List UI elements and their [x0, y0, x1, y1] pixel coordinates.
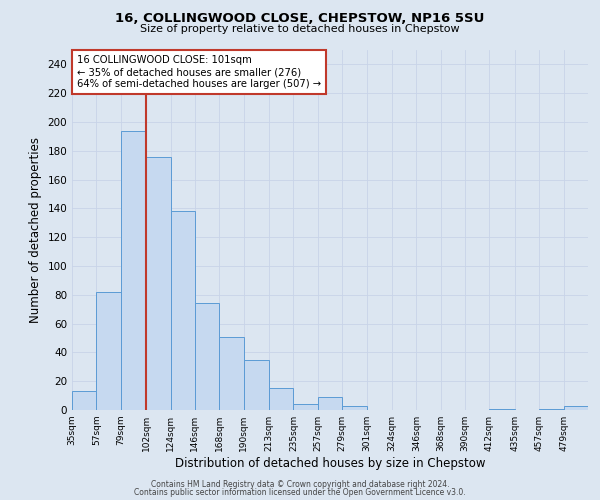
Y-axis label: Number of detached properties: Number of detached properties: [29, 137, 42, 323]
Text: 16 COLLINGWOOD CLOSE: 101sqm
← 35% of detached houses are smaller (276)
64% of s: 16 COLLINGWOOD CLOSE: 101sqm ← 35% of de…: [77, 56, 321, 88]
Bar: [269, 388, 293, 410]
X-axis label: Distribution of detached houses by size in Chepstow: Distribution of detached houses by size …: [175, 457, 485, 470]
Text: Contains HM Land Registry data © Crown copyright and database right 2024.: Contains HM Land Registry data © Crown c…: [151, 480, 449, 489]
Bar: [318, 397, 342, 410]
Bar: [490, 408, 515, 410]
Text: Size of property relative to detached houses in Chepstow: Size of property relative to detached ho…: [140, 24, 460, 34]
Bar: [195, 304, 219, 410]
Bar: [244, 360, 269, 410]
Bar: [563, 406, 588, 410]
Bar: [293, 404, 318, 410]
Bar: [342, 406, 367, 410]
Bar: [219, 336, 244, 410]
Text: 16, COLLINGWOOD CLOSE, CHEPSTOW, NP16 5SU: 16, COLLINGWOOD CLOSE, CHEPSTOW, NP16 5S…: [115, 12, 485, 24]
Text: Contains public sector information licensed under the Open Government Licence v3: Contains public sector information licen…: [134, 488, 466, 497]
Bar: [121, 130, 146, 410]
Bar: [146, 156, 170, 410]
Bar: [97, 292, 121, 410]
Bar: [72, 392, 97, 410]
Bar: [539, 408, 563, 410]
Bar: [170, 212, 195, 410]
